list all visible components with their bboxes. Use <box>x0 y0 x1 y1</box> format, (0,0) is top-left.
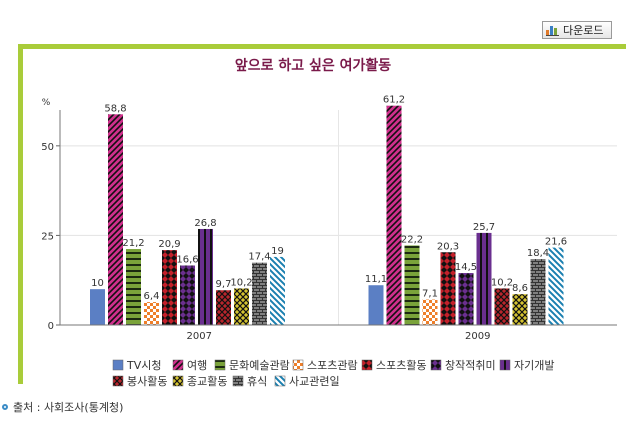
bullet-icon <box>2 404 8 410</box>
legend-swatch <box>232 375 244 387</box>
bar-사교관련일-2009 <box>548 247 564 325</box>
y-tick-label: 0 <box>48 321 54 332</box>
legend-item-label: 창작적취미 <box>445 359 496 372</box>
bar-휴식-2007 <box>252 262 267 325</box>
data-label: 58,8 <box>104 103 126 114</box>
bar-종교활동-2009 <box>512 294 528 325</box>
data-label: 21,2 <box>122 238 144 249</box>
legend-swatch <box>430 359 442 371</box>
data-label: 9,7 <box>216 279 232 290</box>
bar-종교활동-2007 <box>234 288 249 325</box>
bar-사교관련일-2007 <box>270 256 285 325</box>
legend-item-label: 스포츠활동 <box>376 358 427 372</box>
data-label: 22,2 <box>401 234 423 245</box>
data-label: 26,8 <box>194 218 216 229</box>
legend-item-label: 문화예술관람 <box>229 359 290 372</box>
legend-item-label: 여행 <box>187 359 207 372</box>
data-label: 10,2 <box>230 277 252 288</box>
bar-TV시청-2007 <box>90 289 105 325</box>
data-label: 18,4 <box>527 248 549 259</box>
data-label: 7,1 <box>422 289 438 300</box>
legend-swatch <box>214 359 226 371</box>
bar-스포츠관람-2009 <box>422 299 438 325</box>
source-note: 출처 : 사회조사(통계청) <box>2 399 123 415</box>
legend-swatch <box>112 375 124 387</box>
legend-swatch <box>499 359 511 371</box>
x-tick-label: 2007 <box>187 331 212 342</box>
bar-스포츠활동-2007 <box>162 250 177 325</box>
data-label: 11,1 <box>365 274 387 285</box>
download-button[interactable]: 다운로드 <box>542 21 612 39</box>
bar-chart-icon <box>546 26 559 36</box>
legend-swatch <box>112 359 124 371</box>
data-label: 16,6 <box>176 255 198 266</box>
legend-item-label: TV시청 <box>126 359 161 372</box>
legend-swatch <box>361 359 373 371</box>
bar-창작적취미-2007 <box>180 265 195 325</box>
bar-chart: 1058,821,26,420,916,626,89,710,217,41911… <box>41 95 617 388</box>
bar-여행-2009 <box>386 105 402 325</box>
bar-여행-2007 <box>108 114 123 325</box>
data-label: 20,3 <box>437 241 459 252</box>
bar-휴식-2009 <box>530 259 546 325</box>
data-label: 17,4 <box>248 252 270 263</box>
legend-swatch <box>292 359 304 371</box>
source-text: 출처 : 사회조사(통계청) <box>13 401 124 414</box>
bar-문화예술관람-2007 <box>126 249 141 325</box>
y-tick-label: 25 <box>41 231 54 242</box>
data-label: 21,6 <box>545 237 567 248</box>
bar-문화예술관람-2009 <box>404 245 420 325</box>
bar-스포츠관람-2007 <box>144 302 159 325</box>
data-label: 25,7 <box>473 222 495 233</box>
legend-swatch <box>172 375 184 387</box>
data-label: 10 <box>91 278 104 289</box>
bar-창작적취미-2009 <box>458 273 474 325</box>
bar-TV시청-2009 <box>368 285 384 325</box>
data-label: 61,2 <box>383 95 405 106</box>
y-axis-label: % <box>42 98 51 108</box>
legend-item-label: 스포츠관람 <box>307 359 358 372</box>
bar-봉사활동-2007 <box>216 290 231 325</box>
data-label: 8,6 <box>512 283 528 294</box>
chart-title: 앞으로 하고 싶은 여가활동 <box>234 58 392 74</box>
data-label: 10,2 <box>491 277 513 288</box>
legend-swatch <box>274 375 286 387</box>
bar-봉사활동-2009 <box>494 288 510 325</box>
data-label: 20,9 <box>158 239 180 250</box>
y-tick-label: 50 <box>41 142 54 153</box>
x-tick-label: 2009 <box>465 331 490 342</box>
bar-스포츠활동-2009 <box>440 252 456 325</box>
legend-item-label: 휴식 <box>247 375 267 388</box>
bar-자기개발-2009 <box>476 232 492 325</box>
legend-swatch <box>172 359 184 371</box>
bar-자기개발-2007 <box>198 228 213 325</box>
legend-item-label: 사교관련일 <box>289 374 340 388</box>
data-label: 6,4 <box>144 291 160 302</box>
data-label: 19 <box>271 246 284 257</box>
data-label: 14,5 <box>455 262 477 273</box>
legend-item-label: 봉사활동 <box>127 374 167 388</box>
download-label: 다운로드 <box>563 24 604 37</box>
legend-item-label: 자기개발 <box>514 359 554 372</box>
legend-item-label: 종교활동 <box>187 374 227 388</box>
